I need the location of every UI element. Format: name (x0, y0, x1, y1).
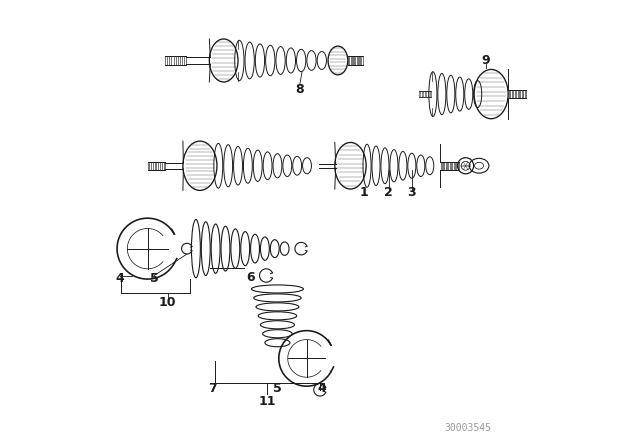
Text: 4: 4 (318, 382, 326, 395)
Text: 1: 1 (360, 186, 368, 199)
Text: 7: 7 (208, 382, 217, 395)
Text: 10: 10 (159, 296, 177, 309)
Text: 4: 4 (115, 272, 124, 285)
Text: 3: 3 (408, 186, 416, 199)
Text: 5: 5 (273, 382, 282, 395)
Text: 8: 8 (296, 83, 304, 96)
Text: 2: 2 (384, 186, 393, 199)
Text: 9: 9 (481, 54, 490, 67)
Text: 11: 11 (259, 395, 276, 409)
Text: 5: 5 (150, 272, 159, 285)
Text: 6: 6 (246, 271, 255, 284)
Text: 30003545: 30003545 (444, 423, 492, 433)
